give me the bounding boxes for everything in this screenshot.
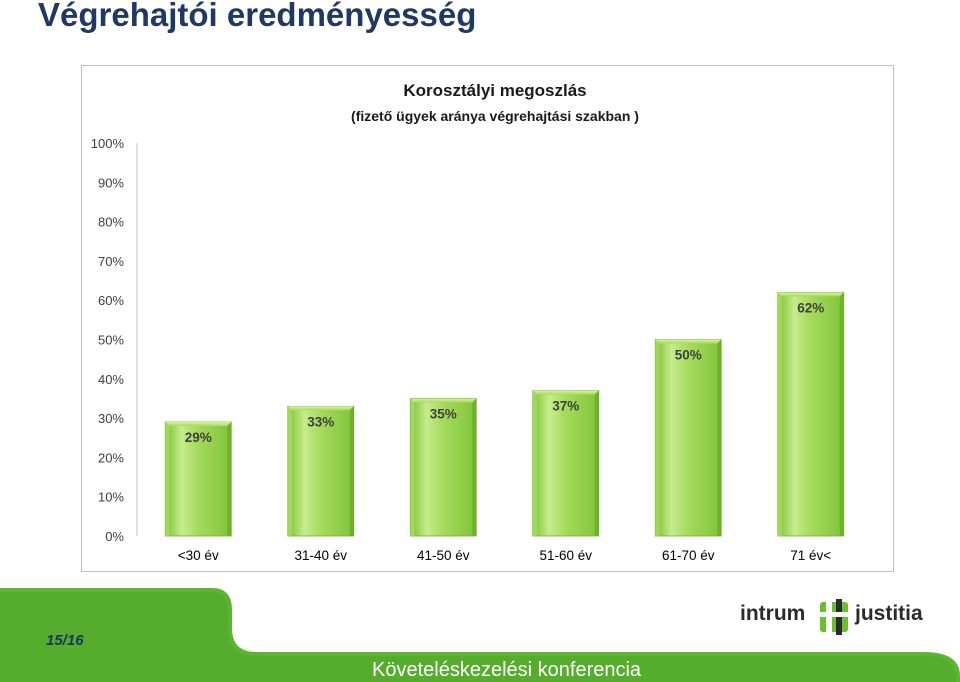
logo-word-right: justitia: [855, 602, 923, 625]
y-tick-label: 100%: [91, 136, 125, 151]
bar-chart: Korosztályi megoszlás (fizető ügyek arán…: [91, 81, 845, 563]
bar-data-label: 37%: [552, 399, 579, 414]
y-tick-label: 10%: [98, 490, 124, 505]
x-category-label: <30 év: [178, 548, 219, 563]
bar-data-label: 35%: [430, 406, 457, 421]
footer-band: [0, 588, 960, 682]
chart-title: Korosztályi megoszlás: [403, 81, 586, 100]
bar: [654, 339, 722, 537]
bar: [532, 390, 600, 537]
y-tick-label: 80%: [98, 215, 124, 230]
x-category-label: 61-70 év: [662, 548, 715, 563]
y-axis-ticks: 0% 10% 20% 30% 40% 50% 60% 70% 80% 90% 100%: [91, 136, 125, 544]
bar: [777, 291, 845, 537]
x-category-label: 51-60 év: [539, 548, 592, 563]
bar-data-label: 33%: [307, 414, 334, 429]
x-category-label: 31-40 év: [294, 548, 347, 563]
y-tick-label: 90%: [98, 175, 124, 190]
y-tick-label: 0%: [105, 529, 124, 544]
y-tick-label: 20%: [98, 450, 124, 465]
x-axis-labels: <30 év 31-40 év 41-50 év 51-60 év 61-70 év 71…: [178, 548, 832, 563]
bar-data-label: 29%: [185, 430, 212, 445]
y-tick-label: 40%: [98, 372, 124, 387]
bar: [164, 421, 232, 537]
y-tick-label: 50%: [98, 333, 124, 348]
page-title: Végrehajtói eredményesség: [38, 0, 477, 33]
chart-subtitle: (fizető ügyek aránya végrehajtási szakba…: [351, 108, 639, 124]
y-tick-label: 30%: [98, 411, 124, 426]
bar: [287, 405, 355, 537]
bar: [409, 398, 477, 537]
y-tick-label: 70%: [98, 254, 124, 269]
page-number: 15/16: [46, 632, 84, 649]
bars: 29% 33% 35% 37% 50% 62%: [164, 291, 845, 537]
bar-data-label: 50%: [675, 348, 702, 363]
logo-word-left: intrum: [740, 602, 806, 625]
intrum-justitia-emblem-icon: [820, 599, 848, 635]
conference-name: Követeléskezelési konferencia: [372, 659, 642, 681]
x-category-label: 41-50 év: [417, 548, 470, 563]
x-category-label: 71 év<: [790, 548, 831, 563]
company-logo: intrum justitia: [738, 596, 933, 638]
chart-area: Korosztályi megoszlás (fizető ügyek arán…: [81, 65, 894, 572]
y-tick-label: 60%: [98, 293, 124, 308]
bar-data-label: 62%: [797, 300, 824, 315]
